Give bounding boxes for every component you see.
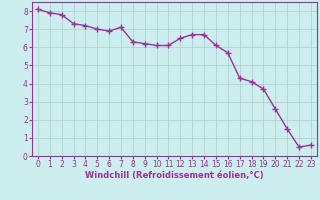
X-axis label: Windchill (Refroidissement éolien,°C): Windchill (Refroidissement éolien,°C) [85,171,264,180]
